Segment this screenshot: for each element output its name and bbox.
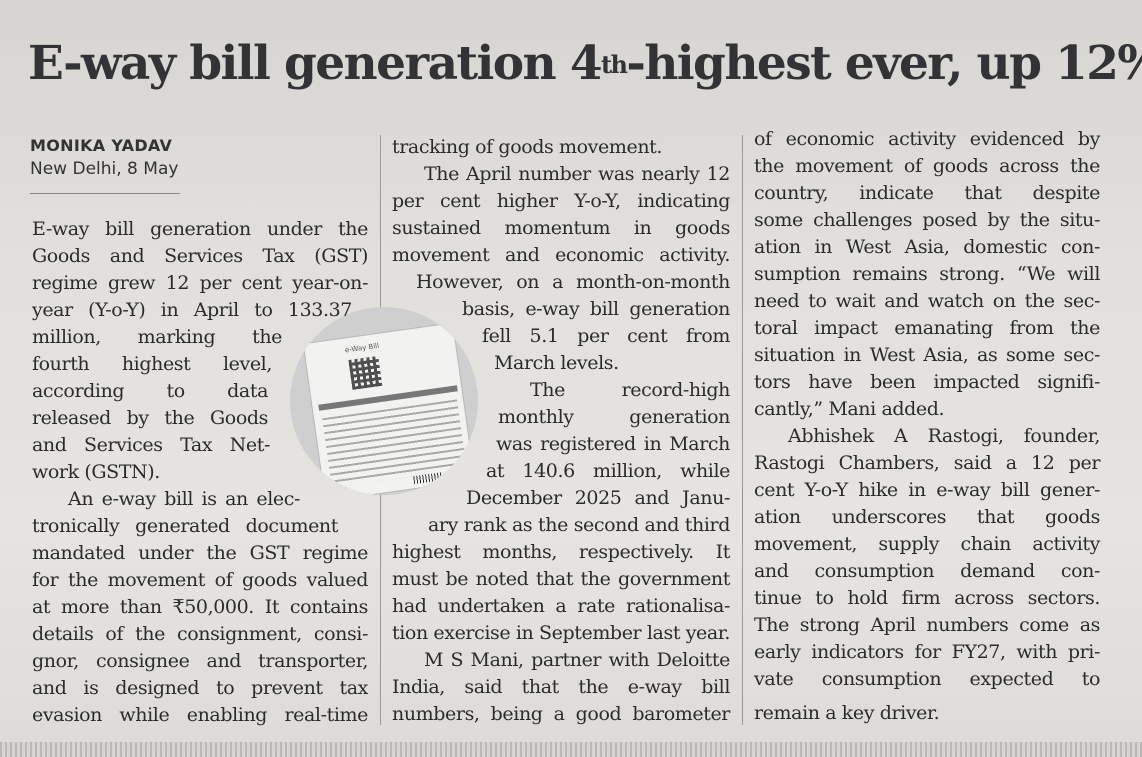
- article-line: the movement of goods across the: [754, 155, 1100, 177]
- article-line: regime grew 12 per cent year-on-: [32, 272, 368, 294]
- article-line: tronically generated document: [32, 515, 338, 537]
- article-line: ation underscores that goods: [754, 506, 1100, 528]
- article-line: remain a key driver.: [754, 702, 940, 724]
- headline-superscript: th: [600, 50, 628, 79]
- eway-bill-document-image: e-Way Bill: [303, 323, 475, 495]
- byline-divider: [30, 193, 180, 194]
- article-line: cent Y-o-Y hike in e-way bill gener-: [754, 479, 1100, 501]
- article-line: at more than ₹50,000. It contains: [32, 596, 368, 618]
- article-line: highest months, respectively. It: [392, 541, 730, 563]
- article-line: movement and economic activity.: [392, 244, 730, 266]
- article-line: M S Mani, partner with Deloitte: [424, 649, 730, 671]
- photo-document-label: e-Way Bill: [344, 341, 380, 355]
- article-line: March levels.: [494, 352, 619, 374]
- article-line: need to wait and watch on the sec-: [754, 290, 1100, 312]
- article-line: The April number was nearly 12: [424, 163, 730, 185]
- article-line: toral impact emanating from the: [754, 317, 1100, 339]
- article-line: monthly generation: [498, 406, 730, 428]
- qr-code-icon: [348, 355, 383, 390]
- article-line: ary rank as the second and third: [428, 514, 730, 536]
- next-article-edge: [0, 742, 1142, 757]
- headline-rest: -highest ever, up 12%: [626, 36, 1142, 91]
- article-line: tinue to hold firm across sectors.: [754, 587, 1100, 609]
- article-line: and consumption demand con-: [754, 560, 1100, 582]
- article-line: had undertaken a rate rationalisa-: [392, 595, 730, 617]
- article-line: some challenges posed by the situ-: [754, 209, 1100, 231]
- article-line: for the movement of goods valued: [32, 569, 368, 591]
- article-line: at 140.6 million, while: [486, 460, 730, 482]
- article-line: fell 5.1 per cent from: [482, 325, 730, 347]
- article-line: evasion while enabling real-time: [32, 704, 368, 726]
- article-line: according to data: [32, 380, 268, 402]
- article-line: sumption remains strong. “We will: [754, 263, 1100, 285]
- article-line: million, marking the: [32, 326, 282, 348]
- article-line: must be noted that the government: [392, 568, 730, 590]
- article-line: Goods and Services Tax (GST): [32, 245, 368, 267]
- article-line: E-way bill generation under the: [32, 218, 368, 240]
- dateline: New Delhi, 8 May: [30, 159, 179, 179]
- article-line: India, said that the e-way bill: [392, 676, 730, 698]
- article-line: Abhishek A Rastogi, founder,: [788, 425, 1100, 447]
- eway-bill-photo: e-Way Bill: [290, 307, 478, 495]
- article-line: gnor, consignee and transporter,: [32, 650, 368, 672]
- article-line: released by the Goods: [32, 407, 268, 429]
- article-line: The strong April numbers come as: [754, 614, 1100, 636]
- article-line: per cent higher Y-o-Y, indicating: [392, 190, 730, 212]
- article-line: and Services Tax Net-: [32, 434, 270, 456]
- article-line: An e-way bill is an elec-: [68, 488, 300, 510]
- article-line: cantly,” Mani added.: [754, 398, 945, 420]
- photo-detail: [322, 399, 467, 488]
- article-line: fourth highest level,: [32, 353, 272, 375]
- article-line: ation in West Asia, domestic con-: [754, 236, 1100, 258]
- headline-main: E-way bill generation 4: [28, 36, 603, 91]
- article-line: numbers, being a good barometer: [392, 703, 730, 725]
- article-line: mandated under the GST regime: [32, 542, 368, 564]
- article-line: movement, supply chain activity: [754, 533, 1100, 555]
- headline: E-way bill generation 4th-highest ever, …: [28, 36, 1142, 91]
- byline: MONIKA YADAV New Delhi, 8 May: [30, 136, 178, 179]
- article-line: vate consumption expected to: [754, 668, 1100, 690]
- article-line: early indicators for FY27, with pri-: [754, 641, 1100, 663]
- article-line: work (GSTN).: [32, 461, 160, 483]
- article-line: of economic activity evidenced by: [754, 128, 1100, 150]
- article-line: The record-high: [530, 379, 730, 401]
- article-line: Rastogi Chambers, said a 12 per: [754, 452, 1100, 474]
- article-line: sustained momentum in goods: [392, 217, 730, 239]
- article-line: December 2025 and Janu-: [466, 487, 730, 509]
- article-line: details of the consignment, consi-: [32, 623, 368, 645]
- author-name: MONIKA YADAV: [30, 136, 173, 155]
- article-line: tion exercise in September last year.: [392, 622, 731, 644]
- article-line: situation in West Asia, as some sec-: [754, 344, 1100, 366]
- article-line: year (Y-o-Y) in April to 133.37: [32, 299, 352, 321]
- article-line: and is designed to prevent tax: [32, 677, 368, 699]
- column-divider: [742, 135, 743, 725]
- article-line: basis, e-way bill generation: [462, 298, 730, 320]
- article-line: tracking of goods movement.: [392, 136, 663, 158]
- article-line: country, indicate that despite: [754, 182, 1100, 204]
- article-line: tors have been impacted signifi-: [754, 371, 1100, 393]
- article-line: However, on a month-on-month: [416, 271, 730, 293]
- article-line: was registered in March: [496, 433, 730, 455]
